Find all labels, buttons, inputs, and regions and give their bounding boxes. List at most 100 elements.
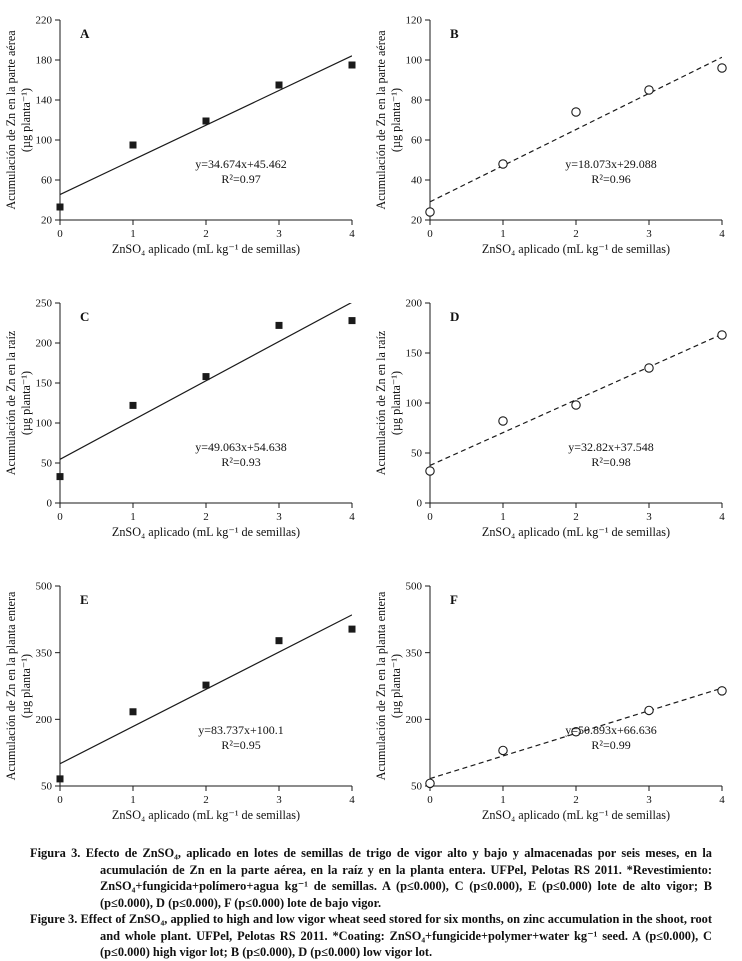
regression-line: [430, 56, 722, 203]
svg-text:60: 60: [411, 135, 423, 147]
svg-text:200: 200: [406, 714, 423, 726]
svg-text:3: 3: [276, 228, 282, 240]
x-axis-ticks: 0 1 2 3 4: [427, 786, 725, 806]
svg-text:60: 60: [41, 175, 53, 187]
svg-text:ZnSO₄ aplicado (mL kg⁻¹ de sem: ZnSO₄ aplicado (mL kg⁻¹ de semillas): [482, 525, 670, 539]
svg-text:50: 50: [411, 448, 423, 460]
svg-text:50: 50: [41, 781, 53, 793]
data-point: [56, 473, 64, 481]
axes: [59, 303, 352, 504]
svg-text:Acumulación de Zn en la parte: Acumulación de Zn en la parte aérea: [374, 30, 388, 210]
svg-text:0: 0: [427, 228, 433, 240]
data-point: [129, 708, 137, 716]
panel-letter: A: [80, 26, 90, 41]
figure-grid: 20 60 100 140 180 220 0 1 2 3 4 ZnSO₄ aplicado (mL …: [2, 15, 727, 835]
y-axis-ticks: 50 200 350 500: [36, 581, 60, 793]
svg-text:0: 0: [57, 228, 63, 240]
regression-line: [60, 614, 352, 765]
data-point: [571, 727, 581, 737]
svg-text:40: 40: [411, 175, 423, 187]
data-point: [129, 401, 137, 409]
svg-text:3: 3: [276, 794, 282, 806]
svg-text:1: 1: [500, 511, 506, 523]
svg-text:20: 20: [41, 215, 53, 227]
panel-letter: D: [450, 309, 459, 324]
data-point: [498, 745, 508, 756]
svg-text:120: 120: [406, 15, 423, 27]
svg-text:350: 350: [36, 647, 53, 659]
svg-text:R²=0.98: R²=0.98: [591, 455, 630, 469]
svg-text:ZnSO₄ aplicado (mL kg⁻¹ de sem: ZnSO₄ aplicado (mL kg⁻¹ de semillas): [482, 808, 670, 822]
svg-text:3: 3: [646, 228, 652, 240]
svg-text:y=32.82x+37.548: y=32.82x+37.548: [568, 440, 654, 454]
y-axis-ticks: 50 200 350 500: [406, 581, 430, 793]
data-point: [498, 416, 508, 426]
chart-svg-b: 20 40 60 80 100 120 0 1 2 3 4 ZnSO₄ aplicado (mL kg…: [374, 15, 727, 256]
svg-text:0: 0: [47, 498, 53, 510]
svg-text:80: 80: [411, 95, 423, 107]
svg-text:(µg planta⁻¹): (µg planta⁻¹): [19, 371, 33, 435]
svg-text:R²=0.95: R²=0.95: [221, 738, 260, 752]
svg-text:0: 0: [427, 794, 433, 806]
svg-text:y=50.893x+66.636: y=50.893x+66.636: [565, 723, 657, 737]
data-point: [717, 686, 727, 696]
svg-text:4: 4: [719, 511, 725, 523]
svg-text:(µg planta⁻¹): (µg planta⁻¹): [19, 88, 33, 152]
svg-text:R²=0.93: R²=0.93: [221, 455, 260, 469]
svg-text:1: 1: [500, 794, 506, 806]
axis-labels: ZnSO₄ aplicado (mL kg⁻¹ de semillas) Acum…: [4, 30, 300, 256]
x-axis-ticks: 0 1 2 3 4: [427, 220, 725, 240]
svg-text:1: 1: [500, 228, 506, 240]
svg-text:3: 3: [646, 794, 652, 806]
axis-labels: ZnSO₄ aplicado (mL kg⁻¹ de semillas) Acum…: [4, 591, 300, 822]
svg-text:0: 0: [57, 794, 63, 806]
regression-line: [60, 303, 352, 460]
regression-line: [430, 333, 722, 466]
chart-panel-e: 50 200 350 500 0 1 2 3 4 ZnSO₄ aplicado (mL kg⁻¹ …: [2, 574, 372, 835]
figure-caption: Figura 3. Efecto de ZnSO₄, aplicado en l…: [0, 835, 742, 961]
data-point: [56, 775, 64, 783]
data-points: [56, 61, 356, 211]
data-point: [498, 159, 508, 169]
data-points: [56, 625, 356, 783]
svg-text:4: 4: [719, 228, 725, 240]
svg-text:1: 1: [130, 794, 136, 806]
data-point: [644, 705, 654, 716]
data-point: [275, 81, 283, 89]
svg-text:150: 150: [406, 348, 423, 360]
caption-es-label: Figura 3.: [30, 846, 81, 860]
svg-text:100: 100: [406, 55, 423, 67]
axes: [429, 20, 722, 221]
panel-letter: F: [450, 592, 458, 607]
panel-letter: C: [80, 309, 89, 324]
data-point: [571, 107, 581, 117]
svg-text:(µg planta⁻¹): (µg planta⁻¹): [19, 654, 33, 718]
data-point: [202, 681, 210, 689]
x-axis-ticks: 0 1 2 3 4: [57, 220, 355, 240]
panel-letter: B: [450, 26, 459, 41]
equation-label: y=83.737x+100.1R²=0.95: [198, 723, 284, 752]
svg-text:(µg planta⁻¹): (µg planta⁻¹): [389, 88, 403, 152]
svg-text:R²=0.99: R²=0.99: [591, 738, 630, 752]
panel-letter: E: [80, 592, 89, 607]
axis-labels: ZnSO₄ aplicado (mL kg⁻¹ de semillas) Acum…: [374, 30, 670, 256]
svg-text:Acumulación de Zn en la planta: Acumulación de Zn en la planta entera: [4, 591, 18, 780]
y-axis-ticks: 0 50 100 150 200: [406, 298, 430, 510]
chart-svg-f: 50 200 350 500 0 1 2 3 4 ZnSO₄ aplicado (mL kg⁻¹ …: [374, 581, 727, 822]
caption-en-text: Effect of ZnSO₄, applied to high and low…: [80, 912, 712, 959]
svg-text:2: 2: [573, 228, 579, 240]
svg-text:R²=0.97: R²=0.97: [221, 172, 260, 186]
svg-text:(µg planta⁻¹): (µg planta⁻¹): [389, 371, 403, 435]
regression-line: [60, 55, 352, 196]
axis-labels: ZnSO₄ aplicado (mL kg⁻¹ de semillas) Acum…: [4, 330, 300, 539]
svg-text:4: 4: [719, 794, 725, 806]
svg-text:140: 140: [36, 95, 53, 107]
data-point: [275, 321, 283, 329]
chart-panel-c: 0 50 100 150 200 250 0 1 2 3 4 ZnSO₄ aplicado (mL k…: [2, 291, 372, 552]
chart-svg-e: 50 200 350 500 0 1 2 3 4 ZnSO₄ aplicado (mL kg⁻¹ …: [4, 581, 356, 822]
svg-text:500: 500: [406, 581, 423, 593]
svg-text:3: 3: [646, 511, 652, 523]
data-points: [425, 330, 727, 476]
caption-english: Figure 3. Effect of ZnSO₄, applied to hi…: [30, 911, 712, 961]
